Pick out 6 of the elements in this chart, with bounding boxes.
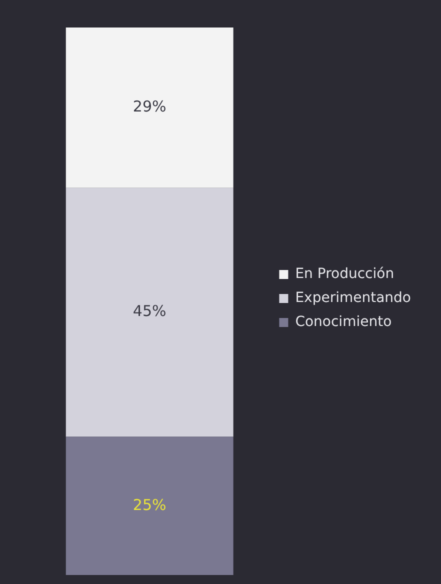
legend-label: Experimentando [295,290,412,306]
legend-label: Conocimiento [295,314,392,330]
data-label: 25% [132,496,166,514]
data-label: 45% [132,302,166,320]
data-label: 29% [132,98,166,116]
legend-label: En Producción [295,266,394,282]
